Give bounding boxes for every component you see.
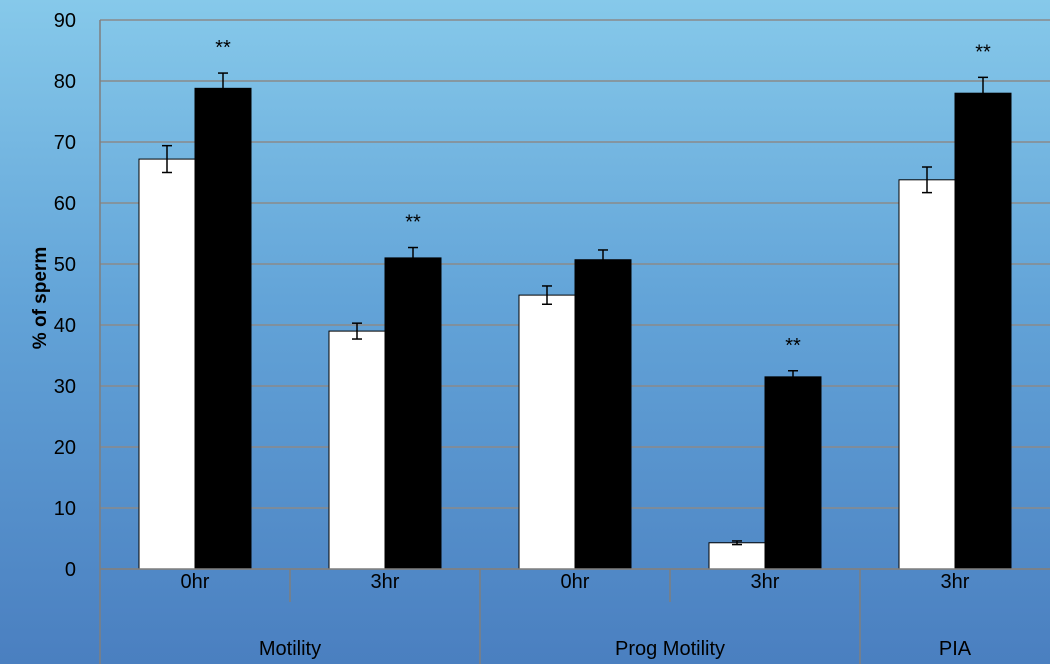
x-tick-label: 3hr <box>751 571 780 593</box>
significance-marker: ** <box>975 41 991 63</box>
error-bar <box>408 246 418 270</box>
error-bar <box>732 540 742 546</box>
bar <box>328 330 386 570</box>
y-axis-label: % of sperm <box>30 247 51 349</box>
error-bar <box>542 285 552 306</box>
error-bar <box>218 72 228 105</box>
bar <box>518 294 576 570</box>
bar <box>384 257 442 570</box>
bars <box>138 87 1012 570</box>
y-tick-label: 90 <box>54 10 76 32</box>
group-label: Motility <box>259 638 321 660</box>
significance-marker: ** <box>405 212 421 234</box>
error-bar <box>978 76 988 110</box>
bar <box>574 259 632 570</box>
bar <box>764 376 822 570</box>
x-tick-label: 0hr <box>561 571 590 593</box>
bar <box>954 92 1012 570</box>
x-tick-label: 3hr <box>371 571 400 593</box>
group-label: Prog Motility <box>615 638 725 660</box>
error-bars <box>162 72 988 546</box>
error-bar <box>922 166 932 194</box>
y-tick-label: 60 <box>54 193 76 215</box>
y-tick-label: 20 <box>54 437 76 459</box>
y-tick-labels: 0 10 20 30 40 50 60 70 80 90 <box>54 10 76 581</box>
y-tick-label: 0 <box>65 559 76 581</box>
y-tick-label: 70 <box>54 132 76 154</box>
significance-marker: ** <box>215 37 231 59</box>
bar <box>898 179 956 570</box>
bar <box>708 542 766 570</box>
y-tick-label: 30 <box>54 376 76 398</box>
bar <box>138 158 196 570</box>
y-tick-label: 50 <box>54 254 76 276</box>
x-tick-label: 3hr <box>941 571 970 593</box>
error-bar <box>788 370 798 384</box>
error-bar <box>598 249 608 271</box>
bar <box>194 87 252 570</box>
y-tick-label: 10 <box>54 498 76 520</box>
significance-marker: ** <box>785 335 801 357</box>
group-label: PIA <box>939 638 972 660</box>
x-tick-label: 0hr <box>181 571 210 593</box>
error-bar <box>352 322 362 340</box>
y-tick-label: 40 <box>54 315 76 337</box>
significance-annotations: ** ** ** ** <box>215 37 991 357</box>
error-bar <box>162 144 172 174</box>
x-axis: 0hr 3hr Motility 0hr 3hr Prog Motility 3hr PIA <box>99 20 1050 664</box>
y-tick-label: 80 <box>54 71 76 93</box>
